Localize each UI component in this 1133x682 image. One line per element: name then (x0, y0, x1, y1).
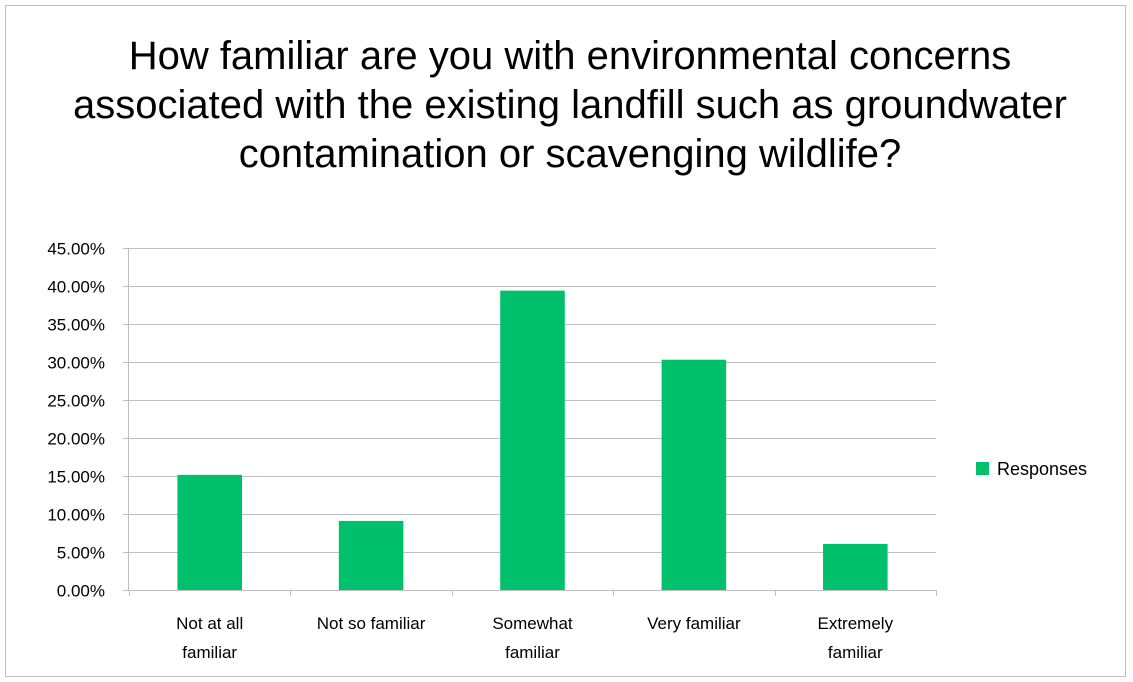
y-tick-label: 15.00% (47, 468, 105, 487)
y-tick-label: 10.00% (47, 506, 105, 525)
bar (338, 520, 404, 590)
y-tick-label: 45.00% (47, 240, 105, 259)
x-tick-label: Not at all familiar (176, 614, 243, 662)
x-tick-label: Somewhat familiar (492, 614, 573, 662)
legend-swatch (976, 462, 989, 475)
bar (661, 359, 727, 590)
x-tick-label: Very familiar (647, 614, 741, 633)
legend-label: Responses (997, 459, 1087, 479)
y-tick-label: 5.00% (57, 544, 105, 563)
y-tick-label: 35.00% (47, 316, 105, 335)
y-tick-label: 40.00% (47, 278, 105, 297)
y-tick-label: 20.00% (47, 430, 105, 449)
bar (823, 543, 888, 590)
bar (500, 290, 565, 590)
chart-title: How familiar are you with environmental … (73, 34, 1067, 176)
y-tick-label: 0.00% (57, 582, 105, 601)
y-tick-label: 25.00% (47, 392, 105, 411)
y-tick-label: 30.00% (47, 354, 105, 373)
x-tick-label: Extremely familiar (818, 614, 894, 662)
x-tick-label: Not so familiar (317, 614, 426, 633)
bar (177, 474, 242, 590)
